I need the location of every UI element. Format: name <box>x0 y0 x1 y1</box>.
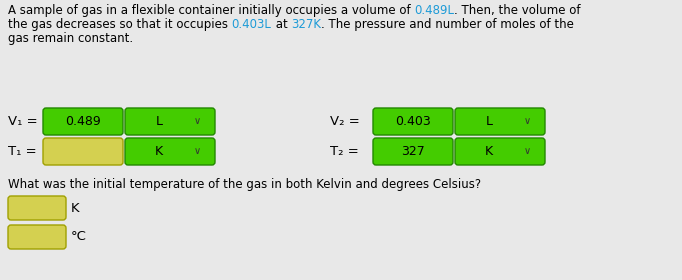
Text: ∨: ∨ <box>524 116 531 127</box>
Text: 327: 327 <box>401 145 425 158</box>
Text: the gas decreases so that it occupies: the gas decreases so that it occupies <box>8 18 232 31</box>
Text: 0.489L: 0.489L <box>415 4 454 17</box>
FancyBboxPatch shape <box>373 108 453 135</box>
Text: T₂ =: T₂ = <box>330 145 359 158</box>
Text: L: L <box>155 115 163 128</box>
Text: gas remain constant.: gas remain constant. <box>8 32 133 45</box>
Text: T₁ =: T₁ = <box>8 145 37 158</box>
Text: 0.489: 0.489 <box>65 115 101 128</box>
Text: V₁ =: V₁ = <box>8 115 38 128</box>
Text: 0.403L: 0.403L <box>232 18 271 31</box>
FancyBboxPatch shape <box>125 108 215 135</box>
Text: 327K: 327K <box>291 18 321 31</box>
FancyBboxPatch shape <box>43 138 123 165</box>
Text: ∨: ∨ <box>194 116 201 127</box>
FancyBboxPatch shape <box>455 138 545 165</box>
FancyBboxPatch shape <box>8 225 66 249</box>
FancyBboxPatch shape <box>455 108 545 135</box>
Text: . Then, the volume of: . Then, the volume of <box>454 4 581 17</box>
Text: A sample of gas in a flexible container initially occupies a volume of: A sample of gas in a flexible container … <box>8 4 415 17</box>
Text: °C: °C <box>71 230 87 244</box>
Text: L: L <box>486 115 492 128</box>
Text: What was the initial temperature of the gas in both Kelvin and degrees Celsius?: What was the initial temperature of the … <box>8 178 481 191</box>
Text: . The pressure and number of moles of the: . The pressure and number of moles of th… <box>321 18 574 31</box>
Text: 0.403: 0.403 <box>395 115 431 128</box>
FancyBboxPatch shape <box>373 138 453 165</box>
Text: V₂ =: V₂ = <box>330 115 359 128</box>
Text: K: K <box>485 145 493 158</box>
FancyBboxPatch shape <box>125 138 215 165</box>
Text: K: K <box>71 202 80 214</box>
FancyBboxPatch shape <box>8 196 66 220</box>
Text: K: K <box>155 145 163 158</box>
FancyBboxPatch shape <box>43 108 123 135</box>
Text: at: at <box>271 18 291 31</box>
Text: ∨: ∨ <box>194 146 201 157</box>
Text: ∨: ∨ <box>524 146 531 157</box>
